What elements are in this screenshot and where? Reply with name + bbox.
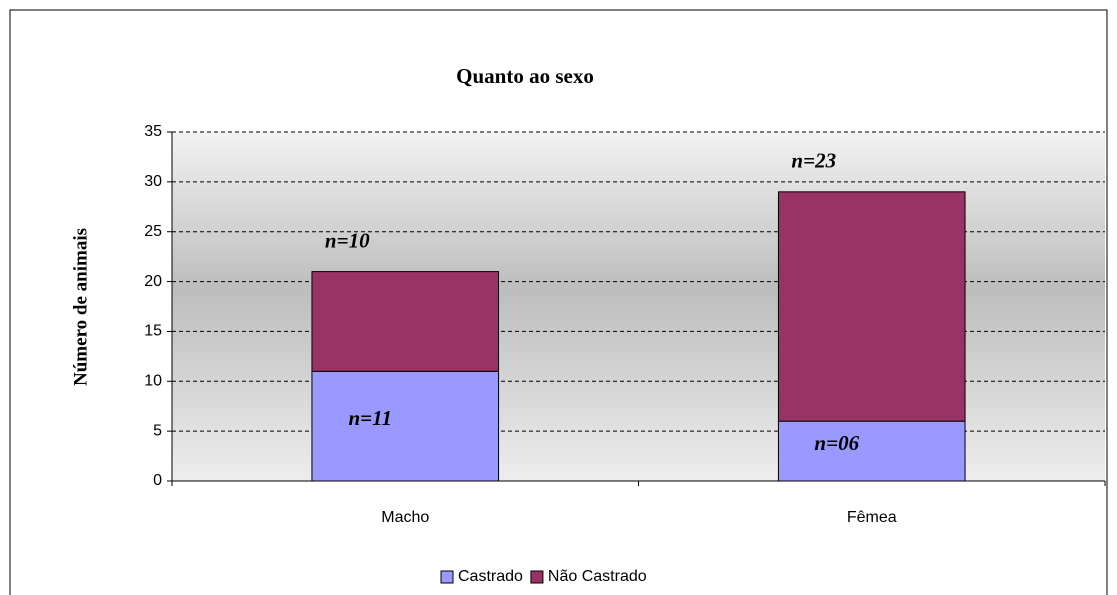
legend-swatch	[530, 570, 544, 584]
y-tick-label: 15	[144, 323, 162, 340]
y-tick-label: 0	[153, 472, 162, 489]
bar-segment	[777, 420, 966, 482]
value-label: n=10	[325, 228, 370, 252]
y-tick-label: 25	[144, 223, 162, 240]
x-tick-label: Fêmea	[847, 509, 897, 526]
value-label: n=11	[349, 406, 393, 430]
y-tick-label: 30	[144, 173, 162, 190]
y-tick-label: 5	[153, 422, 162, 439]
y-tick-label: 10	[144, 373, 162, 390]
chart-title: Quanto ao sexo	[456, 64, 594, 88]
y-axis-label: Número de animais	[70, 228, 91, 386]
legend-label: Não Castrado	[548, 568, 647, 585]
y-tick-label: 35	[144, 123, 162, 140]
bar-segment	[311, 271, 500, 372]
value-label: n=23	[791, 149, 836, 173]
frame	[9, 9, 1108, 595]
y-tick-label: 20	[144, 273, 162, 290]
legend-label: Castrado	[458, 568, 523, 585]
value-label: n=06	[814, 431, 859, 455]
bar-segment	[311, 370, 500, 482]
x-tick-label: Macho	[381, 509, 429, 526]
bar-segment	[777, 191, 966, 422]
legend-swatch	[440, 570, 454, 584]
